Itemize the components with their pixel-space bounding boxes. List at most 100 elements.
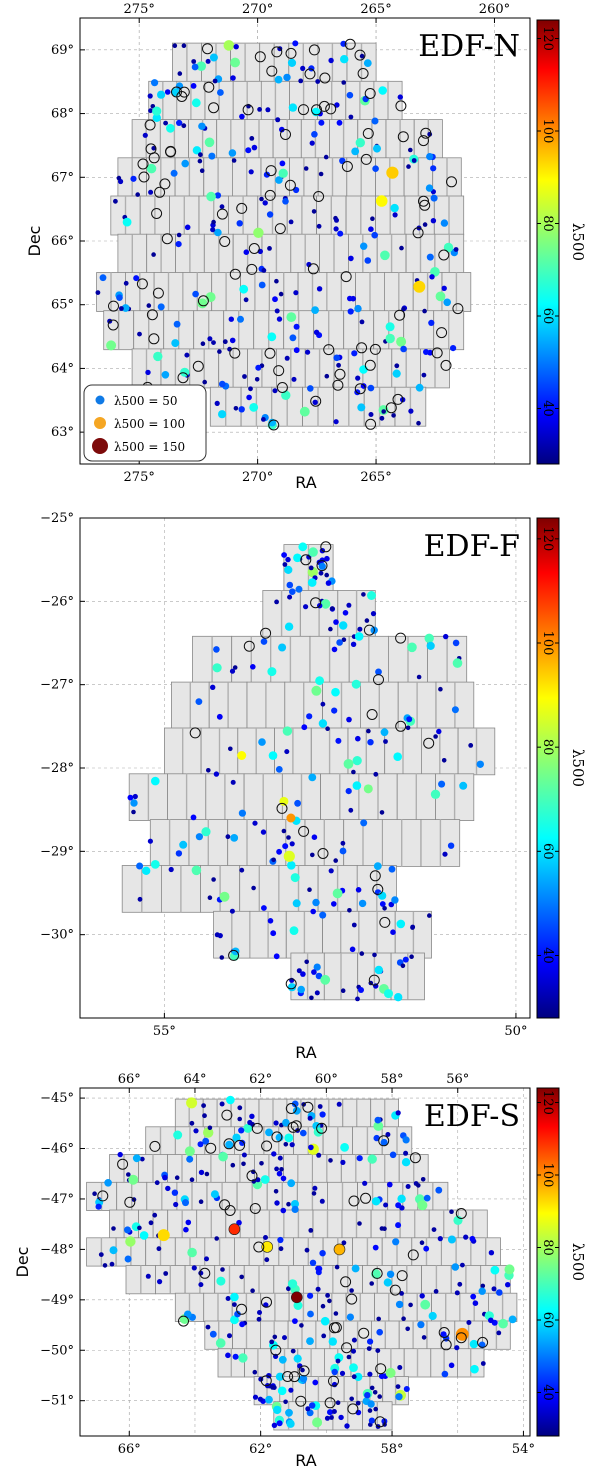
- source-point: [395, 1300, 404, 1309]
- source-point: [320, 701, 326, 707]
- source-point: [202, 1137, 210, 1145]
- source-point: [355, 1400, 361, 1406]
- source-point: [316, 1265, 323, 1272]
- source-point: [324, 1415, 330, 1421]
- source-point: [340, 840, 346, 846]
- undetected-marker: [344, 38, 356, 50]
- source-point: [369, 1385, 375, 1391]
- source-point: [319, 1250, 326, 1257]
- source-point: [136, 862, 144, 870]
- source-point: [335, 1358, 341, 1364]
- source-point: [340, 1143, 349, 1152]
- source-point: [137, 1225, 142, 1231]
- source-point: [249, 1113, 255, 1120]
- source-point: [219, 204, 225, 210]
- source-point: [218, 1151, 228, 1162]
- source-point: [307, 887, 312, 892]
- source-point: [305, 349, 311, 355]
- x-tick-label-top: 275°: [124, 2, 155, 17]
- source-point: [257, 1396, 263, 1402]
- undetected-marker: [360, 1192, 372, 1204]
- source-point: [249, 136, 255, 141]
- source-point: [343, 759, 354, 769]
- source-point: [380, 1138, 388, 1146]
- source-point: [230, 1292, 239, 1302]
- undetected-marker: [284, 179, 296, 191]
- source-point: [311, 209, 317, 214]
- source-point: [285, 1408, 293, 1417]
- source-point: [328, 1337, 337, 1346]
- source-point: [339, 847, 347, 855]
- source-point: [119, 306, 124, 311]
- source-point: [282, 726, 293, 736]
- source-point: [347, 308, 354, 315]
- source-point: [268, 418, 277, 427]
- source-point: [332, 888, 343, 899]
- source-point: [367, 739, 374, 746]
- source-point: [316, 286, 323, 292]
- source-point: [173, 320, 181, 328]
- source-point: [450, 345, 457, 352]
- source-point: [420, 1177, 426, 1182]
- source-point: [238, 1353, 248, 1363]
- source-point: [313, 329, 320, 335]
- source-point: [334, 217, 339, 223]
- undetected-marker: [221, 1109, 233, 1121]
- source-point: [372, 1390, 378, 1395]
- undetected-marker: [298, 1365, 310, 1377]
- source-point: [328, 57, 334, 64]
- source-point: [463, 1234, 469, 1240]
- source-point: [291, 1205, 299, 1213]
- x-axis-label: RA: [295, 1043, 316, 1062]
- colorbar-tick-label: 80: [540, 215, 555, 232]
- source-point: [206, 191, 216, 202]
- source-point: [281, 390, 291, 400]
- source-point: [231, 158, 237, 163]
- source-point: [287, 983, 297, 992]
- source-point: [111, 1226, 116, 1231]
- source-point: [253, 227, 264, 238]
- source-point: [504, 1264, 515, 1275]
- source-point: [187, 1247, 197, 1258]
- source-point: [184, 1146, 195, 1157]
- source-point: [211, 340, 216, 345]
- undetected-marker: [389, 1284, 401, 1296]
- x-tick-label-top: 60°: [315, 1072, 338, 1087]
- source-point: [250, 1288, 255, 1293]
- colorbar-tick-label: 120: [540, 1090, 555, 1115]
- y-tick-label: 68°: [51, 107, 74, 122]
- source-point: [276, 848, 282, 855]
- source-point: [311, 1191, 317, 1196]
- source-point: [394, 363, 400, 369]
- source-point: [190, 814, 197, 821]
- source-point: [239, 867, 245, 873]
- source-point: [198, 1282, 204, 1288]
- source-point: [354, 1372, 363, 1382]
- undetected-marker: [362, 128, 374, 139]
- source-point: [225, 1140, 234, 1149]
- undetected-marker: [242, 104, 254, 116]
- undetected-marker: [407, 1249, 419, 1261]
- source-point: [428, 1311, 437, 1321]
- source-point: [239, 1274, 244, 1280]
- undetected-marker: [440, 359, 452, 371]
- source-point: [292, 40, 299, 47]
- source-point: [162, 1174, 168, 1181]
- source-point: [274, 599, 279, 605]
- source-point: [385, 322, 395, 332]
- source-point: [403, 1386, 410, 1392]
- source-point: [274, 308, 280, 314]
- source-point: [181, 43, 187, 48]
- undetected-marker: [246, 1170, 258, 1182]
- source-point: [133, 275, 140, 282]
- source-point: [373, 1121, 384, 1131]
- source-point: [401, 1158, 411, 1167]
- source-point: [151, 146, 156, 151]
- source-point: [220, 1267, 225, 1272]
- source-point: [406, 164, 411, 169]
- undetected-marker: [205, 1142, 217, 1154]
- source-point: [417, 1321, 425, 1329]
- source-point: [231, 947, 240, 956]
- data-points: [92, 1095, 517, 1429]
- undetected-marker: [304, 68, 316, 80]
